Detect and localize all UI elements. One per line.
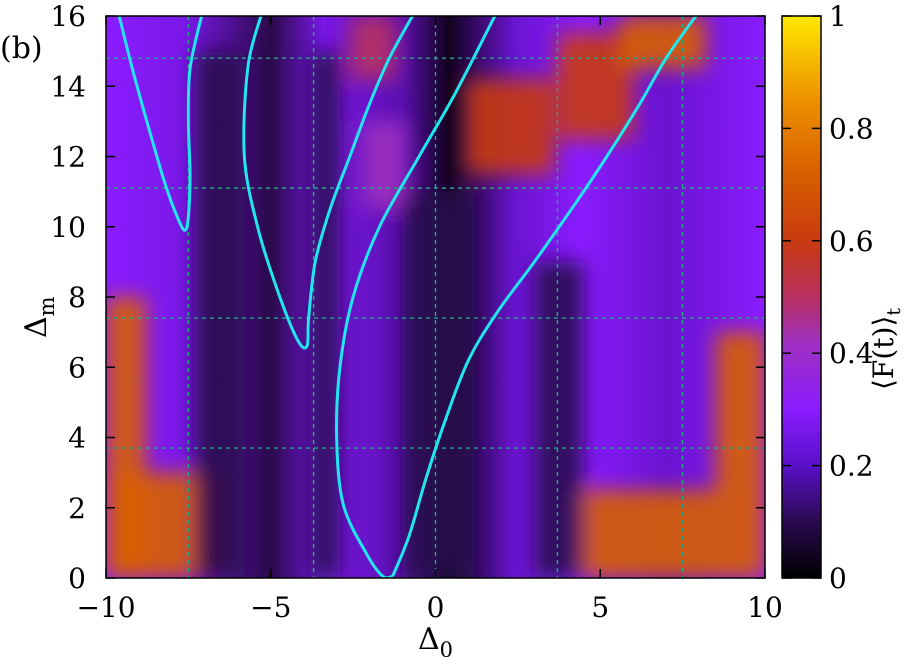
- contour-curves: [117, 16, 698, 578]
- colorbar-tick-label: 0: [829, 562, 847, 595]
- axis-ticks: −10 −5 0 5 10 0 2 4 6 8 10 12 14 16: [50, 0, 782, 624]
- x-tick-label: 10: [747, 591, 783, 624]
- x-tick-label: −10: [76, 591, 135, 624]
- y-axis-label: Δm: [19, 296, 59, 338]
- x-tick-label: 0: [427, 591, 445, 624]
- colorbar-gradient: [782, 16, 821, 578]
- colorbar-tick-label: 0.4: [829, 337, 874, 370]
- x-tick-label: 5: [591, 591, 609, 624]
- x-axis-label-main: Δ: [418, 622, 440, 657]
- heatmap-field: [106, 16, 765, 578]
- colorbar-tick-label: 1: [829, 0, 847, 33]
- heatmap-region: [715, 332, 765, 578]
- x-axis-label: Δ0: [418, 622, 453, 657]
- y-axis-label-sub: m: [35, 296, 59, 316]
- heatmap-regions: [106, 16, 765, 578]
- heatmap-region: [349, 16, 396, 80]
- contour-curve: [242, 16, 414, 350]
- colorbar-frame: [781, 15, 822, 579]
- contour-curve: [117, 16, 204, 232]
- heatmap-region: [363, 121, 406, 210]
- heatmap-region: [583, 490, 716, 578]
- y-tick-label: 16: [50, 0, 86, 33]
- y-tick-label: 10: [50, 211, 86, 244]
- colorbar-tick-label: 0.6: [829, 225, 874, 258]
- y-axis-label-main: Δ: [19, 316, 54, 338]
- colorbar-label-main: ⟨F(t)⟩: [867, 316, 900, 390]
- contour-curve: [335, 16, 497, 578]
- y-tick-label: 0: [68, 562, 86, 595]
- colorbar-ticks: 0 0.2 0.4 0.6 0.8 1: [782, 0, 874, 595]
- colorbar-label-sub: t: [883, 308, 905, 316]
- contour-curve: [391, 16, 698, 577]
- y-tick-label: 14: [50, 70, 86, 103]
- heatmap-region: [534, 261, 584, 578]
- y-tick-label: 4: [68, 422, 86, 455]
- panel-label: (b): [0, 31, 43, 66]
- heatmap-region: [620, 16, 706, 69]
- x-axis-label-sub: 0: [440, 638, 453, 657]
- y-tick-label: 2: [68, 492, 86, 525]
- colorbar-tick-label: 0.8: [829, 112, 874, 145]
- y-tick-label: 12: [50, 141, 86, 174]
- y-tick-label: 8: [68, 281, 86, 314]
- heatmap-region: [194, 51, 245, 578]
- heatmap-region: [310, 51, 340, 578]
- colorbar-label: ⟨F(t)⟩t: [867, 308, 905, 390]
- colorbar-tick-label: 0.2: [829, 450, 874, 483]
- y-tick-label: 6: [68, 351, 86, 384]
- x-tick-label: −5: [250, 591, 291, 624]
- heatmap-region: [465, 79, 555, 175]
